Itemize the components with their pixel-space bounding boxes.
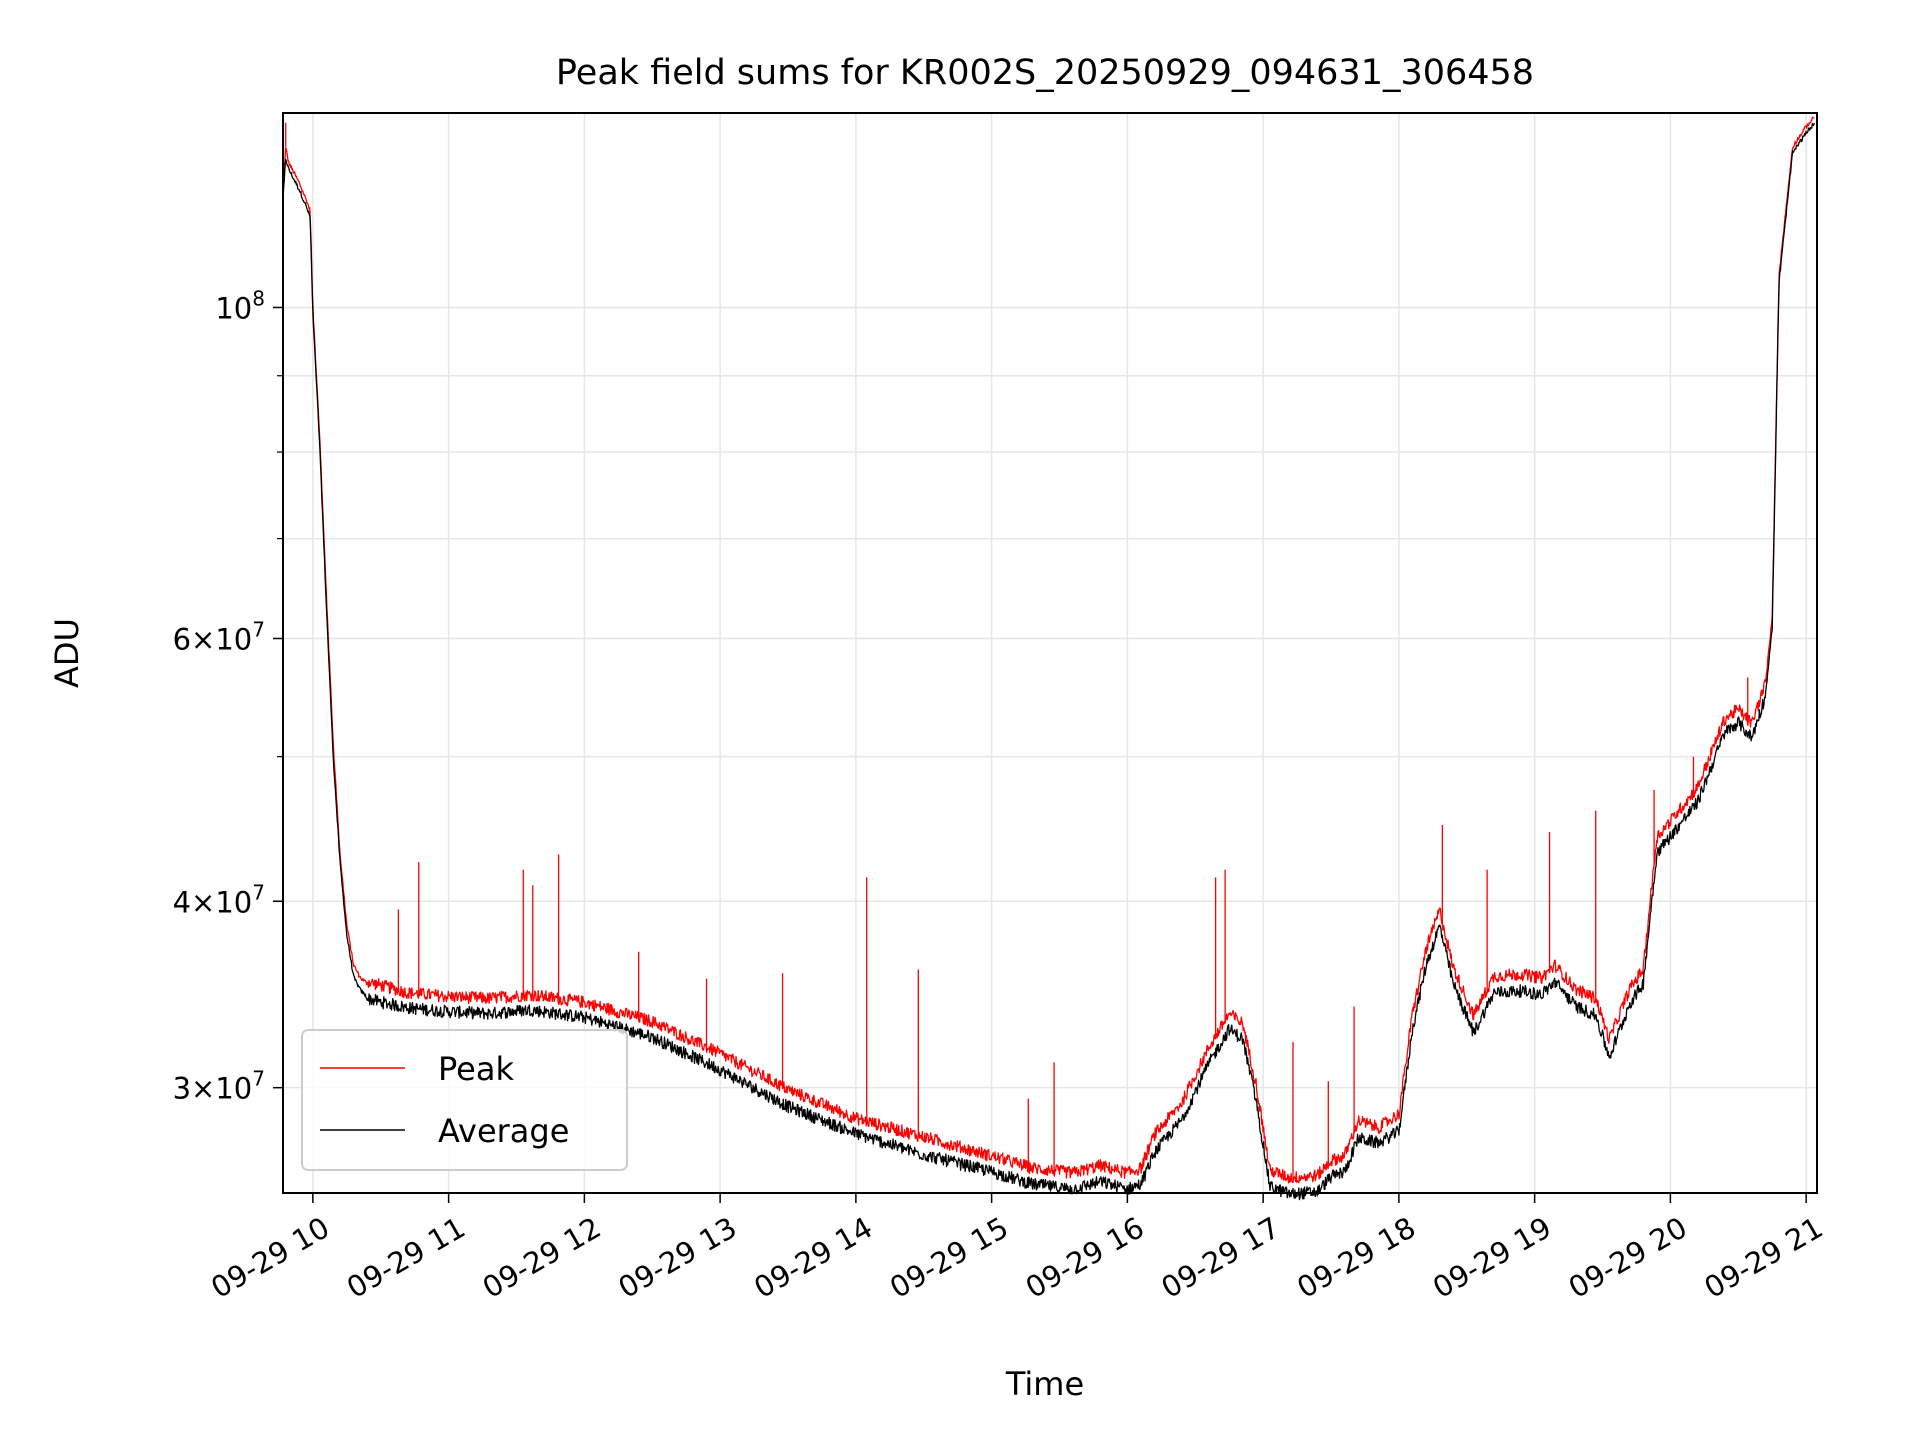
peak-series-line xyxy=(282,116,1815,1184)
series-layer xyxy=(282,116,1815,1201)
legend-box xyxy=(301,1029,628,1171)
y-tick-label: 108 xyxy=(215,286,265,325)
x-axis-label: Time xyxy=(1005,1365,1084,1403)
legend-average-label: Average xyxy=(438,1112,569,1150)
grid-layer xyxy=(283,113,1817,1193)
y-tick-label: 3×107 xyxy=(173,1067,265,1106)
y-tick-label: 4×107 xyxy=(173,880,265,919)
legend: Peak Average xyxy=(301,1029,628,1171)
y-tick-label: 6×107 xyxy=(173,618,265,657)
average-series-line xyxy=(282,122,1815,1201)
plot-frame xyxy=(282,112,1818,1194)
chart-title: Peak field sums for KR002S_20250929_0946… xyxy=(556,53,1534,93)
legend-peak-label: Peak xyxy=(438,1050,514,1088)
y-axis-label: ADU xyxy=(48,618,86,688)
